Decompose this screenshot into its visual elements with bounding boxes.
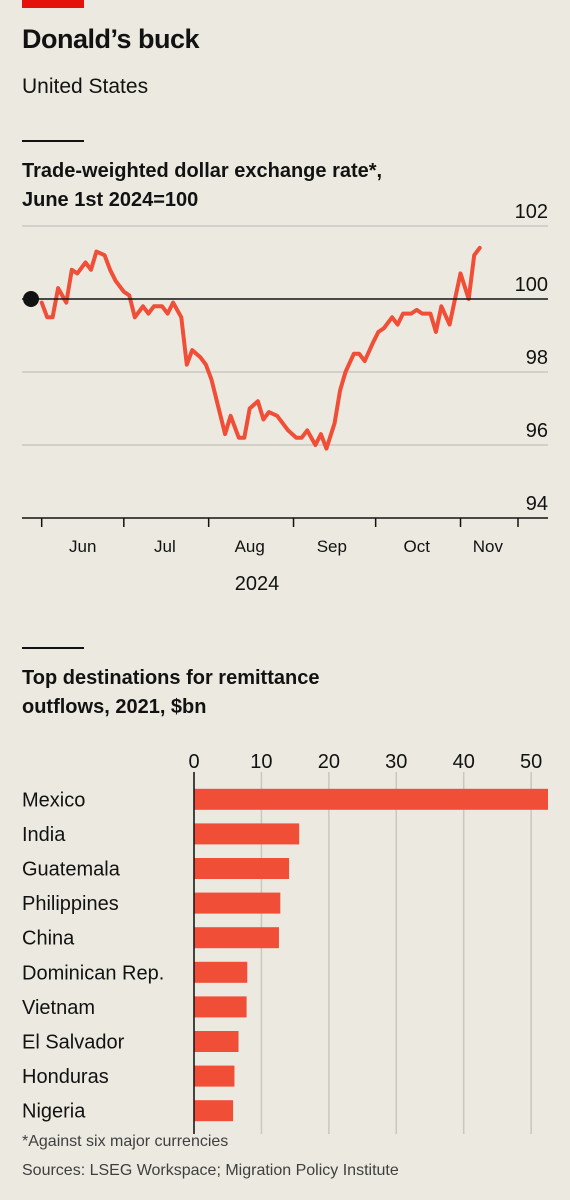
x-tick-label: Nov — [473, 537, 504, 556]
bar — [194, 1065, 235, 1087]
chart1-rule — [22, 140, 84, 142]
category-label: China — [22, 928, 75, 950]
chart2-title-line2: outflows, 2021, $bn — [22, 696, 207, 718]
x-tick-label: Sep — [317, 537, 347, 556]
chart2-title: Top destinations for remittance outflows… — [22, 664, 542, 722]
category-label: El Salvador — [22, 1032, 125, 1054]
bar — [194, 927, 279, 949]
footnote: *Against six major currencies — [22, 1133, 229, 1150]
category-label: Mexico — [22, 789, 85, 811]
x-tick-label: Jun — [69, 537, 96, 556]
series-line — [39, 245, 482, 451]
category-label: India — [22, 824, 66, 846]
sources: Sources: LSEG Workspace; Migration Polic… — [22, 1162, 399, 1179]
category-label: Guatemala — [22, 859, 121, 881]
x-tick-label: 50 — [520, 751, 542, 773]
category-label: Vietnam — [22, 997, 95, 1019]
x-tick-label: 20 — [318, 751, 340, 773]
y-tick-label: 102 — [515, 201, 548, 223]
category-label: Philippines — [22, 893, 119, 915]
bar — [194, 1100, 234, 1122]
x-tick-label: 10 — [250, 751, 272, 773]
category-label: Dominican Rep. — [22, 962, 164, 984]
x-tick-label: Oct — [403, 537, 430, 556]
page-title: Donald’s buck — [22, 24, 200, 54]
baseline-marker — [23, 291, 39, 307]
category-label: Nigeria — [22, 1101, 86, 1123]
remittance-bar-chart: 0 10 20 30 40 50 Mexico India Guatemala Philippin… — [22, 751, 548, 1134]
bar — [194, 961, 248, 983]
x-tick-label: 0 — [188, 751, 199, 773]
x-axis-title: 2024 — [235, 573, 280, 595]
x-tick-label: Aug — [235, 537, 265, 556]
y-tick-label: 94 — [526, 493, 548, 515]
chart1-title: Trade-weighted dollar exchange rate*, Ju… — [22, 157, 542, 215]
exchange-rate-line-chart: 94 96 98 100 102 Jun Jul Aug Sep Oct Nov 2024 — [22, 201, 548, 595]
x-tick-label: 40 — [453, 751, 475, 773]
bar — [194, 788, 548, 810]
chart2-rule — [22, 647, 84, 649]
bar — [194, 996, 247, 1018]
page-subtitle: United States — [22, 75, 149, 98]
x-tick-label: 30 — [385, 751, 407, 773]
y-tick-label: 96 — [526, 420, 548, 442]
y-tick-label: 100 — [515, 274, 548, 296]
chart1-title-line1: Trade-weighted dollar exchange rate*, — [22, 160, 383, 182]
chart2-title-line1: Top destinations for remittance — [22, 667, 320, 689]
bar — [194, 1031, 239, 1052]
bar — [194, 823, 300, 845]
category-label: Honduras — [22, 1066, 109, 1088]
x-tick-label: Jul — [154, 537, 176, 556]
bar — [194, 892, 281, 914]
brand-tag — [22, 0, 84, 8]
chart1-title-line2: June 1st 2024=100 — [22, 189, 199, 211]
bar — [194, 858, 290, 879]
y-tick-label: 98 — [526, 347, 548, 369]
